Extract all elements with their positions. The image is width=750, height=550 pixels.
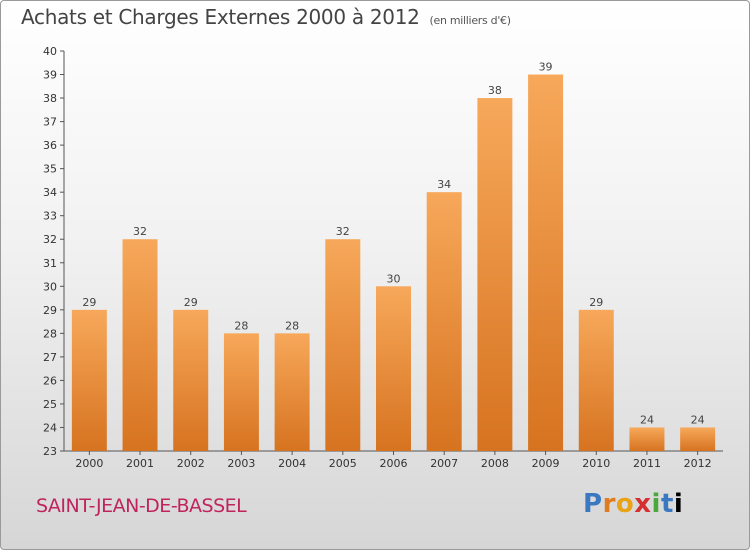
x-tick-label: 2005 [329,457,357,470]
y-tick-label: 29 [43,304,57,317]
data-label: 32 [336,225,350,238]
data-label: 28 [285,319,299,332]
bar [173,309,209,451]
y-tick-label: 24 [43,421,57,434]
y-tick-label: 25 [43,398,57,411]
bar [274,333,310,451]
data-label: 29 [589,296,603,309]
axes: 23 24 25 26 27 28 29 30 31 32 33 34 35 36 37 38 39 40 2000… [43,45,723,470]
x-tick-label: 2008 [481,457,509,470]
data-label: 29 [184,296,198,309]
bar [578,309,614,451]
y-tick-label: 35 [43,163,57,176]
y-tick-label: 27 [43,351,57,364]
bar [426,192,462,452]
bars [71,74,716,452]
x-tick-label: 2010 [582,457,610,470]
x-tick-label: 2007 [430,457,458,470]
x-tick-label: 2003 [227,457,255,470]
chart-title: Achats et Charges Externes 2000 à 2012 (e… [21,5,511,29]
y-tick-label: 36 [43,139,57,152]
y-tick-label: 26 [43,374,57,387]
y-tick-label: 40 [43,45,57,58]
y-tick-label: 32 [43,233,57,246]
data-label: 38 [488,84,502,97]
x-tick-label: 2000 [75,457,103,470]
logo-letter: i [651,489,661,519]
x-tick-label: 2009 [532,457,560,470]
y-tick-label: 23 [43,445,57,458]
data-label: 34 [437,178,451,191]
bar [528,74,564,451]
x-tick-label: 2011 [633,457,661,470]
x-tick-label: 2006 [380,457,408,470]
y-tick-label: 31 [43,257,57,270]
bar [71,309,107,451]
bar [680,427,716,451]
y-tick-label: 39 [43,69,57,82]
logo-letter: i [673,489,684,519]
logo-letter: r [602,489,616,519]
bar [629,427,665,451]
bar [376,286,411,451]
data-label: 39 [539,61,553,74]
data-label: 30 [387,272,401,285]
bar [477,98,513,451]
data-label: 24 [640,413,654,426]
data-label: 28 [234,319,248,332]
bar [122,239,158,451]
logo-letter: P [583,489,603,519]
logo-letter: o [615,489,635,519]
y-tick-label: 34 [43,186,57,199]
x-tick-label: 2002 [177,457,205,470]
y-tick-label: 33 [43,210,57,223]
logo-letter: t [660,489,674,519]
commune-name: SAINT-JEAN-DE-BASSEL [36,495,247,517]
chart-unit: (en milliers d'€) [429,14,511,27]
y-tick-label: 37 [43,116,57,129]
y-tick-label: 28 [43,327,57,340]
bar [223,333,259,451]
data-label: 29 [82,296,96,309]
y-tick-label: 30 [43,280,57,293]
x-tick-label: 2001 [126,457,154,470]
data-labels: 29 32 29 28 28 32 30 34 38 39 29 24 24 [82,61,704,427]
x-tick-label: 2012 [684,457,712,470]
proxiti-logo[interactable]: Proxiti [583,489,683,519]
data-label: 24 [691,413,705,426]
y-tick-label: 38 [43,92,57,105]
x-tick-label: 2004 [278,457,306,470]
chart-title-text: Achats et Charges Externes 2000 à 2012 [21,5,420,29]
data-label: 32 [133,225,147,238]
logo-letter: x [634,489,652,519]
bar [325,239,361,451]
